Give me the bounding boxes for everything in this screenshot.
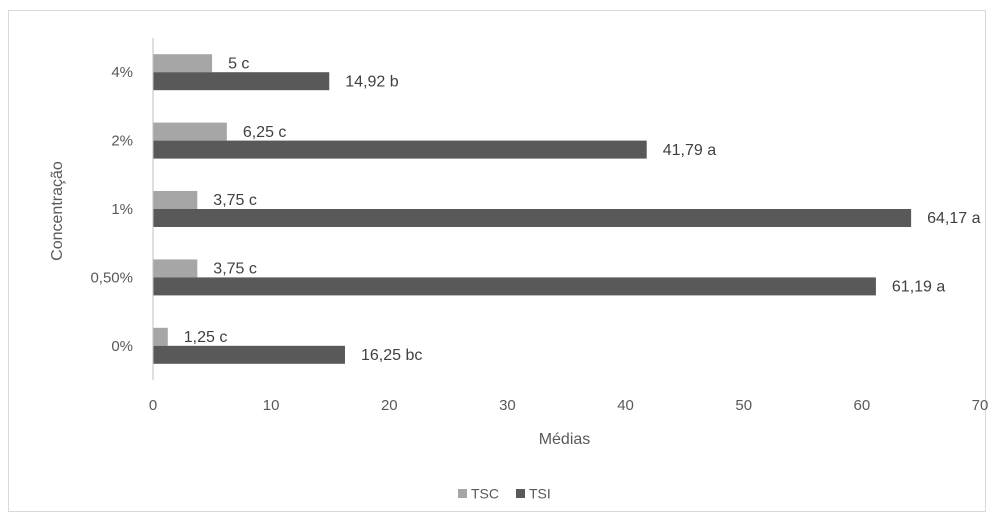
legend-label-tsi: TSI [529,486,551,502]
data-label-tsi-4: 16,25 bc [361,347,422,364]
chart-frame [8,10,986,512]
data-label-tsc-3: 3,75 c [213,261,257,278]
bar-tsi-4 [153,345,345,364]
x-tick-label-6: 60 [854,397,871,414]
y-tick-label-3: 0,50% [90,269,133,286]
data-label-tsc-1: 6,25 c [243,124,287,141]
bar-tsc-1 [153,122,227,141]
bar-tsc-4 [153,327,168,346]
bar-tsc-0 [153,54,213,73]
bar-tsi-1 [153,140,647,159]
x-tick-label-7: 70 [972,397,989,414]
x-tick-label-2: 20 [381,397,398,414]
bar-tsc-3 [153,259,198,278]
x-tick-label-4: 40 [617,397,634,414]
legend-label-tsc: TSC [471,486,499,502]
y-tick-label-0: 4% [111,64,133,81]
y-tick-label-2: 1% [111,201,133,218]
x-tick-label-0: 0 [149,397,157,414]
bar-tsi-0 [153,72,330,91]
x-axis-title: Médias [539,431,591,448]
x-tick-labels: 0 10 20 30 40 50 60 70 [149,397,989,414]
x-tick-label-1: 10 [263,397,280,414]
data-labels-layer: 5 c 14,92 b 6,25 c 41,79 a 3,75 c 64,17 a 3,75… [184,55,981,364]
x-tick-label-5: 50 [735,397,752,414]
legend: TSC TSI [458,486,551,502]
data-label-tsi-3: 61,19 a [892,279,945,296]
y-axis-title: Concentração [49,161,66,261]
data-label-tsi-2: 64,17 a [927,210,980,227]
y-tick-label-4: 0% [111,338,133,355]
data-label-tsi-0: 14,92 b [345,73,398,90]
y-tick-labels: 4% 2% 1% 0,50% 0% [90,64,133,355]
legend-swatch-tsi [516,489,525,498]
data-label-tsc-4: 1,25 c [184,329,228,346]
data-label-tsc-2: 3,75 c [213,192,257,209]
bar-tsi-3 [153,277,876,296]
bar-tsc-2 [153,191,198,209]
bar-tsi-2 [153,209,912,227]
legend-swatch-tsc [458,489,467,498]
bars-layer [153,54,912,364]
x-tick-label-3: 30 [499,397,516,414]
y-tick-label-1: 2% [111,133,133,150]
data-label-tsi-1: 41,79 a [663,142,716,159]
data-label-tsc-0: 5 c [228,55,249,72]
